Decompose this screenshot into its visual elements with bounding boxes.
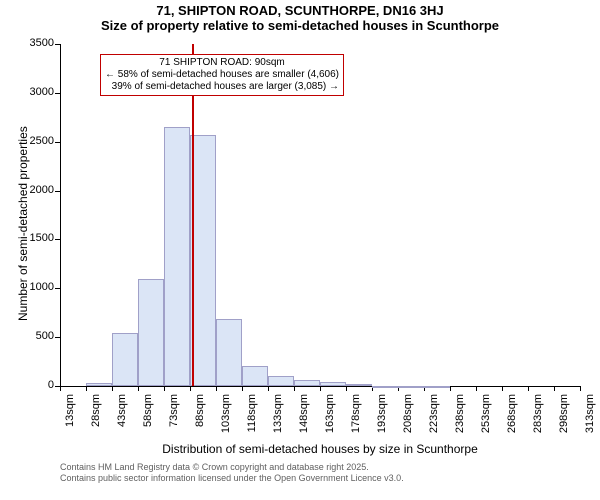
chart-title-sub: Size of property relative to semi-detach… [0,18,600,33]
xtick-label: 43sqm [116,394,128,444]
ytick-mark [55,44,60,45]
xtick-label: 283sqm [532,394,544,444]
chart-footer: Contains HM Land Registry data © Crown c… [60,462,404,484]
xtick-label: 163sqm [324,394,336,444]
xtick-mark [476,386,477,391]
xtick-mark [112,386,113,391]
ytick-mark [55,93,60,94]
xtick-label: 208sqm [402,394,414,444]
xtick-mark [268,386,269,391]
xtick-label: 253sqm [480,394,492,444]
annotation-box: 71 SHIPTON ROAD: 90sqm ← 58% of semi-det… [100,54,344,96]
chart-container: 71, SHIPTON ROAD, SCUNTHORPE, DN16 3HJ S… [0,0,600,500]
xtick-label: 133sqm [272,394,284,444]
footer-line2: Contains public sector information licen… [60,473,404,484]
histogram-bar [112,333,138,386]
xtick-label: 313sqm [584,394,596,444]
ytick-label: 1000 [20,281,54,293]
xtick-mark [294,386,295,391]
xtick-label: 178sqm [350,394,362,444]
xtick-label: 28sqm [90,394,102,444]
xtick-label: 193sqm [376,394,388,444]
xtick-mark [320,386,321,391]
footer-line1: Contains HM Land Registry data © Crown c… [60,462,404,473]
xtick-mark [216,386,217,391]
histogram-bar [320,382,346,386]
histogram-bar [398,386,424,388]
xtick-label: 88sqm [194,394,206,444]
ytick-label: 1500 [20,232,54,244]
xtick-mark [450,386,451,391]
xtick-label: 238sqm [454,394,466,444]
xtick-mark [502,386,503,391]
annotation-line3: 39% of semi-detached houses are larger (… [105,81,339,93]
annotation-line1: 71 SHIPTON ROAD: 90sqm [105,57,339,69]
ytick-label: 2000 [20,184,54,196]
ytick-mark [55,239,60,240]
histogram-bar [164,127,190,386]
histogram-bar [268,376,294,386]
histogram-bar [242,366,268,386]
ytick-mark [55,288,60,289]
histogram-bar [372,386,398,388]
histogram-bar [216,319,242,386]
xtick-mark [346,386,347,391]
ytick-label: 3000 [20,86,54,98]
xtick-label: 298sqm [558,394,570,444]
xtick-mark [554,386,555,391]
xtick-mark [138,386,139,391]
xtick-mark [528,386,529,391]
histogram-bar [86,383,112,386]
xtick-mark [60,386,61,391]
ytick-mark [55,142,60,143]
xtick-label: 13sqm [64,394,76,444]
xtick-label: 223sqm [428,394,440,444]
xtick-label: 58sqm [142,394,154,444]
ytick-label: 2500 [20,135,54,147]
chart-title-main: 71, SHIPTON ROAD, SCUNTHORPE, DN16 3HJ [0,0,600,18]
xtick-label: 103sqm [220,394,232,444]
annotation-line2: ← 58% of semi-detached houses are smalle… [105,69,339,81]
xtick-label: 118sqm [246,394,258,444]
x-axis-label: Distribution of semi-detached houses by … [60,442,580,456]
xtick-mark [190,386,191,391]
xtick-label: 73sqm [168,394,180,444]
xtick-label: 268sqm [506,394,518,444]
ytick-label: 3500 [20,37,54,49]
histogram-bar [294,380,320,386]
xtick-mark [164,386,165,391]
xtick-label: 148sqm [298,394,310,444]
histogram-bar [346,384,372,386]
xtick-mark [580,386,581,391]
ytick-mark [55,337,60,338]
histogram-bar [138,279,164,386]
ytick-mark [55,191,60,192]
ytick-label: 0 [20,379,54,391]
ytick-label: 500 [20,330,54,342]
histogram-bar [424,386,450,388]
xtick-mark [86,386,87,391]
xtick-mark [242,386,243,391]
